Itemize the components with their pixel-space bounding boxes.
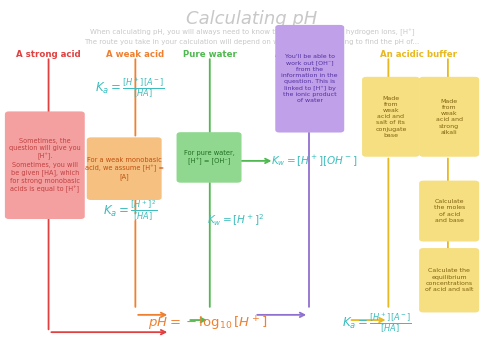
Text: $K_w=[H^+]^2$: $K_w=[H^+]^2$ bbox=[208, 212, 265, 228]
FancyBboxPatch shape bbox=[419, 181, 479, 242]
Text: You'll be able to
work out [OH⁻]
from the
information in the
question. This is
l: You'll be able to work out [OH⁻] from th… bbox=[282, 54, 338, 103]
FancyBboxPatch shape bbox=[5, 111, 85, 219]
Text: A strong base: A strong base bbox=[275, 50, 343, 59]
Text: $K_a=\frac{[H^+][A^-]}{[HA]}$: $K_a=\frac{[H^+][A^-]}{[HA]}$ bbox=[342, 312, 412, 335]
Text: Calculate
the moles
of acid
and base: Calculate the moles of acid and base bbox=[434, 199, 465, 223]
Text: An acidic buffer: An acidic buffer bbox=[380, 50, 456, 59]
Text: $K_w=[H^+][OH^-]$: $K_w=[H^+][OH^-]$ bbox=[270, 153, 358, 169]
Text: A strong acid: A strong acid bbox=[16, 50, 81, 59]
Text: Calculate the
equilibrium
concentrations
of acid and salt: Calculate the equilibrium concentrations… bbox=[425, 268, 474, 292]
FancyBboxPatch shape bbox=[276, 25, 344, 133]
Text: Made
from
weak
acid and
salt of its
conjugate
base: Made from weak acid and salt of its conj… bbox=[375, 96, 406, 138]
Text: Made
from
weak
acid and
strong
alkali: Made from weak acid and strong alkali bbox=[436, 99, 462, 135]
Text: The route you take in your calculation will depend on whether you are trying to : The route you take in your calculation w… bbox=[84, 39, 419, 45]
Text: A weak acid: A weak acid bbox=[106, 50, 164, 59]
Text: $K_a=\frac{[H^+]^2}{[HA]}$: $K_a=\frac{[H^+]^2}{[HA]}$ bbox=[104, 199, 158, 223]
Text: Pure water: Pure water bbox=[183, 50, 236, 59]
Text: When calculating pH, you will always need to know the concentration of hydrogen : When calculating pH, you will always nee… bbox=[90, 28, 414, 36]
Text: $pH=-\log_{10}[H^+]$: $pH=-\log_{10}[H^+]$ bbox=[148, 315, 267, 333]
FancyBboxPatch shape bbox=[419, 248, 479, 312]
Text: Calculating pH: Calculating pH bbox=[186, 10, 318, 28]
Text: For pure water,
[H⁺] = [OH⁻]: For pure water, [H⁺] = [OH⁻] bbox=[184, 150, 234, 165]
Text: Sometimes, the
question will give you
[H⁺].
Sometimes, you will
be given [HA], w: Sometimes, the question will give you [H… bbox=[9, 138, 81, 193]
FancyBboxPatch shape bbox=[419, 77, 479, 157]
Text: $K_a=\frac{[H^+][A^-]}{[HA]}$: $K_a=\frac{[H^+][A^-]}{[HA]}$ bbox=[96, 76, 166, 100]
Text: For a weak monobasic
acid, we assume [H⁺] =
[A]: For a weak monobasic acid, we assume [H⁺… bbox=[84, 157, 164, 180]
FancyBboxPatch shape bbox=[362, 77, 420, 157]
FancyBboxPatch shape bbox=[87, 137, 162, 200]
FancyBboxPatch shape bbox=[176, 132, 242, 183]
